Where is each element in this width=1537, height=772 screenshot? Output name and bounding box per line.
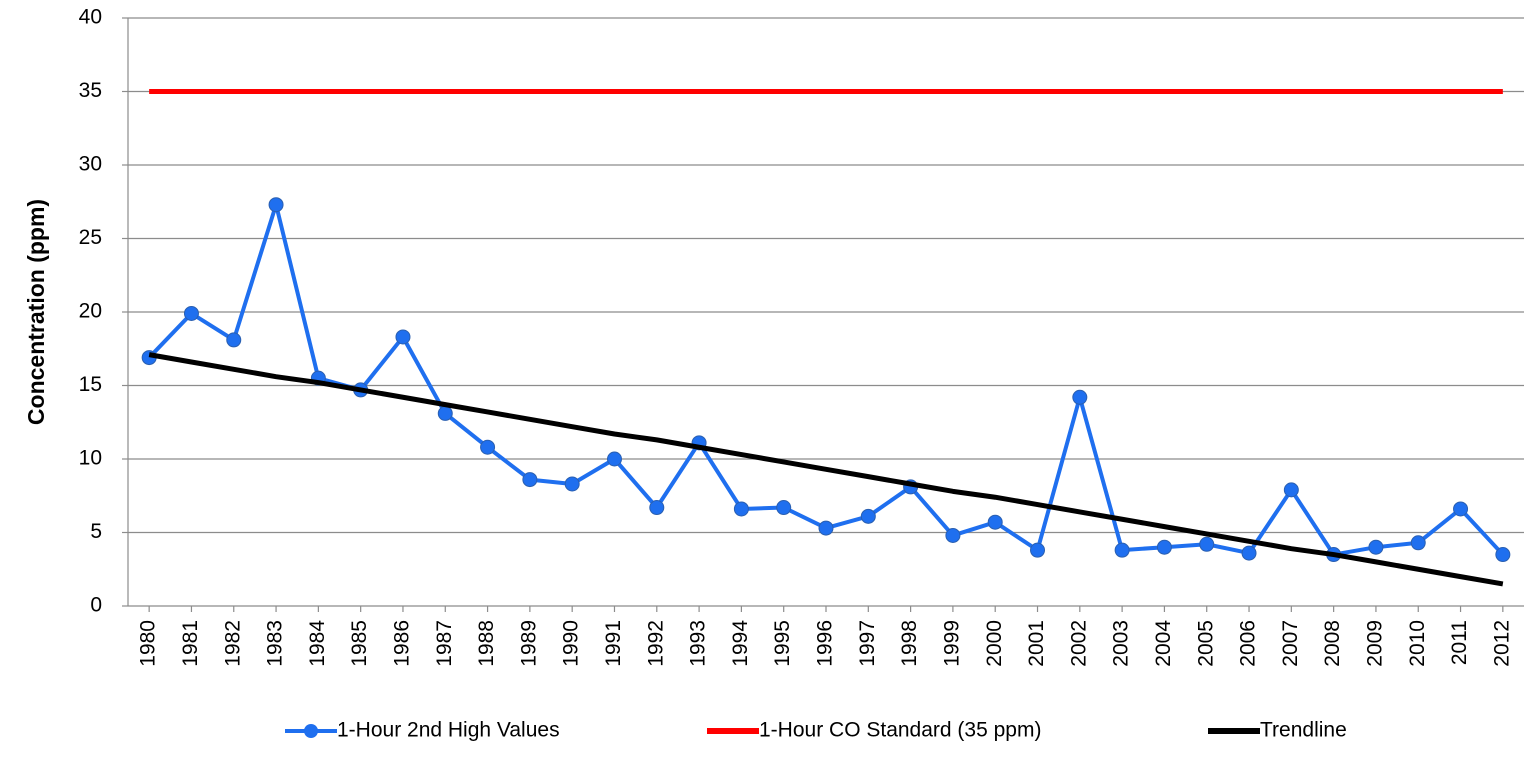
data-point <box>395 329 411 345</box>
y-tick-label: 35 <box>79 79 102 102</box>
x-tick-label: 1981 <box>179 620 202 667</box>
x-tick-label: 1984 <box>306 620 329 667</box>
data-point <box>1453 501 1469 517</box>
x-tick-label: 1990 <box>560 620 583 667</box>
x-tick-label: 2008 <box>1321 620 1344 667</box>
data-point <box>1156 539 1172 555</box>
data-point <box>522 472 538 488</box>
legend-label: Trendline <box>1260 719 1347 742</box>
x-tick-label: 2000 <box>983 620 1006 667</box>
y-tick-label: 20 <box>79 300 102 323</box>
x-tick-label: 1983 <box>264 620 287 667</box>
legend-label: 1-Hour 2nd High Values <box>337 719 560 742</box>
data-point <box>1410 535 1426 551</box>
x-tick-label: 2005 <box>1194 620 1217 667</box>
data-point <box>860 508 876 524</box>
y-tick-label: 25 <box>79 226 102 249</box>
series-line <box>148 352 1504 587</box>
x-tick-label: 1993 <box>687 620 710 667</box>
data-point <box>1114 542 1130 558</box>
x-tick-label: 1994 <box>729 620 752 667</box>
data-point <box>268 197 284 213</box>
data-point <box>183 305 199 321</box>
y-tick-label: 40 <box>79 6 102 29</box>
data-point <box>987 514 1003 530</box>
x-tick-label: 2003 <box>1110 620 1133 667</box>
x-tick-label: 2011 <box>1448 620 1471 665</box>
y-tick-label: 15 <box>79 373 102 396</box>
data-point <box>818 520 834 536</box>
data-point <box>1030 542 1046 558</box>
x-tick-label: 1996 <box>814 620 837 667</box>
x-tick-label: 1988 <box>475 620 498 667</box>
data-point <box>437 405 453 421</box>
x-tick-label: 2009 <box>1363 620 1386 667</box>
data-point <box>606 451 622 467</box>
data-point <box>480 439 496 455</box>
legend-marker <box>304 724 318 738</box>
series-line <box>147 202 1505 557</box>
y-tick-label: 5 <box>90 520 102 543</box>
data-point <box>945 527 961 543</box>
x-tick-label: 2002 <box>1067 620 1090 667</box>
x-tick-label: 1998 <box>898 620 921 667</box>
x-tick-label: 1995 <box>771 620 794 667</box>
x-tick-label: 2001 <box>1025 620 1048 667</box>
x-tick-label: 1982 <box>221 620 244 667</box>
x-tick-label: 1997 <box>856 620 879 667</box>
y-tick-label: 10 <box>79 447 102 470</box>
x-tick-label: 1991 <box>602 620 625 667</box>
y-tick-label: 30 <box>79 153 102 176</box>
data-point <box>1283 482 1299 498</box>
data-point <box>1241 545 1257 561</box>
x-tick-label: 1986 <box>391 620 414 667</box>
x-tick-label: 2012 <box>1490 620 1513 667</box>
x-tick-label: 1989 <box>517 620 540 667</box>
x-tick-label: 1985 <box>348 620 371 667</box>
data-point <box>226 332 242 348</box>
data-point <box>649 500 665 516</box>
x-tick-label: 1999 <box>940 620 963 667</box>
data-point <box>1495 547 1511 563</box>
x-tick-label: 2010 <box>1406 620 1429 667</box>
y-axis-label: Concentration (ppm) <box>23 199 49 425</box>
x-tick-label: 2007 <box>1279 620 1302 667</box>
data-point <box>1072 389 1088 405</box>
y-tick-label: 0 <box>90 594 102 617</box>
x-tick-label: 2004 <box>1152 620 1175 667</box>
x-tick-label: 1980 <box>137 620 160 667</box>
data-point <box>1199 536 1215 552</box>
data-point <box>564 476 580 492</box>
x-tick-label: 1987 <box>433 620 456 667</box>
data-point <box>733 501 749 517</box>
data-point <box>776 500 792 516</box>
legend-label: 1-Hour CO Standard (35 ppm) <box>759 719 1041 742</box>
x-tick-label: 2006 <box>1237 620 1260 667</box>
data-point <box>1368 539 1384 555</box>
x-tick-label: 1992 <box>644 620 667 667</box>
